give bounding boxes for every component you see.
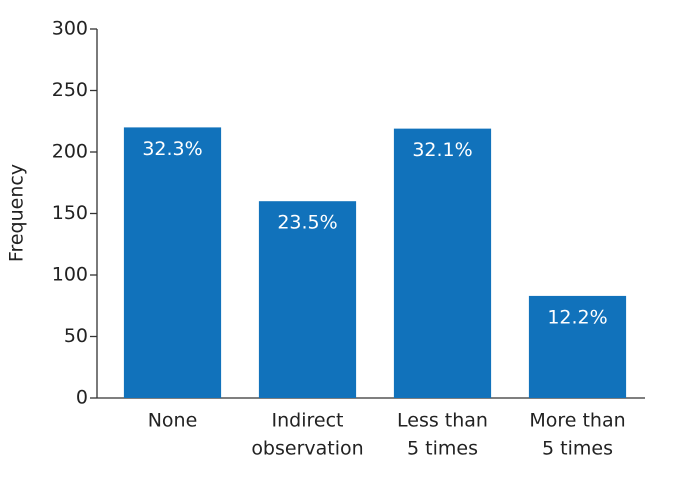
bar-label: 32.1% xyxy=(412,139,472,161)
x-tick-label: 5 times xyxy=(542,438,613,460)
bar xyxy=(258,201,357,398)
y-tick-label: 50 xyxy=(64,325,88,347)
x-tick-label: Less than xyxy=(397,410,488,432)
x-tick-label: Indirect xyxy=(272,410,344,432)
y-tick-label: 200 xyxy=(52,141,88,163)
x-tick-label: observation xyxy=(251,438,363,460)
y-tick-label: 300 xyxy=(52,18,88,40)
bar-label: 32.3% xyxy=(142,138,202,160)
x-tick-label: None xyxy=(148,410,198,432)
bar-label: 12.2% xyxy=(547,306,607,328)
x-tick-label: More than xyxy=(529,410,625,432)
y-tick-label: 100 xyxy=(52,264,88,286)
bar xyxy=(528,295,627,398)
y-tick-label: 150 xyxy=(52,202,88,224)
bar xyxy=(393,128,492,398)
bar-label: 23.5% xyxy=(277,212,337,234)
x-tick-label: 5 times xyxy=(407,438,478,460)
y-tick-label: 0 xyxy=(76,387,88,409)
y-axis-label: Frequency xyxy=(6,164,28,262)
y-tick-label: 250 xyxy=(52,79,88,101)
bar xyxy=(123,127,222,399)
